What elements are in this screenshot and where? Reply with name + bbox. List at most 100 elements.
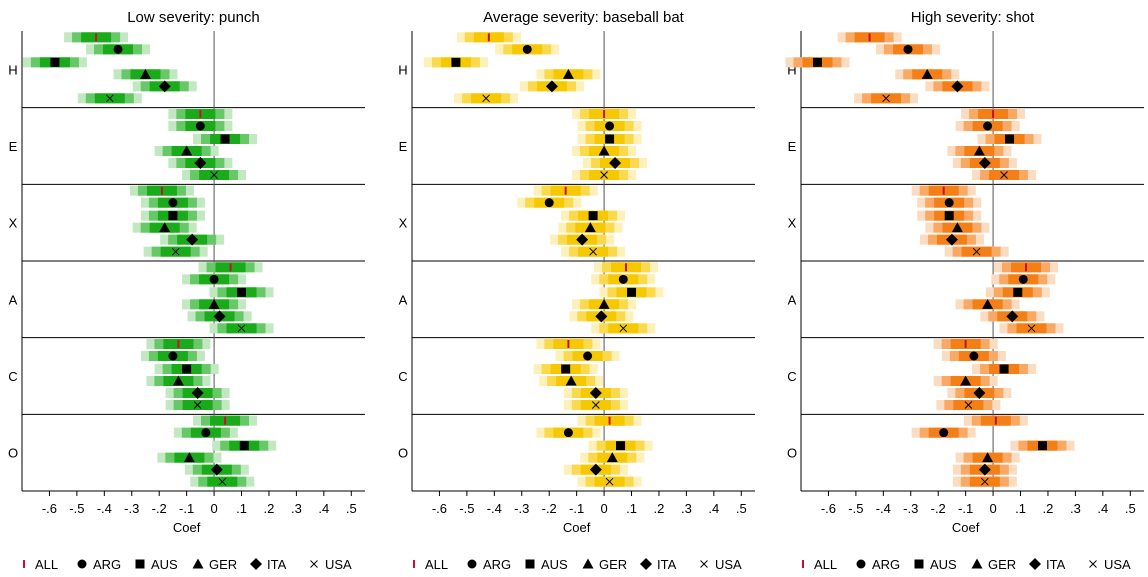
row-label-E: E — [399, 139, 408, 154]
marker-usa-stroke — [1089, 560, 1097, 568]
marker-usa-stroke — [310, 560, 318, 568]
marker-usa — [605, 477, 614, 486]
marker-ger — [172, 375, 184, 386]
marker-aus — [237, 287, 247, 297]
legend-item-usa: USA — [1089, 557, 1131, 572]
legend-label: USA — [1104, 557, 1131, 572]
x-tick-label: -.6 — [821, 501, 836, 516]
marker-usa-stroke — [980, 477, 989, 486]
marker-arg — [903, 44, 913, 54]
x-tick-label: -.2 — [152, 501, 167, 516]
x-tick-label: .1 — [626, 501, 637, 516]
marker-usa — [980, 477, 989, 486]
row-label-H: H — [787, 62, 796, 77]
marker-ita — [576, 233, 589, 246]
marker-ger — [159, 222, 171, 233]
legend-label: ARG — [872, 557, 900, 572]
legend-item-ger: GER — [971, 557, 1016, 572]
x-tick-label: -.1 — [958, 501, 973, 516]
marker-usa-stroke — [193, 401, 202, 409]
marker-usa — [310, 560, 318, 568]
marker-ita — [951, 80, 964, 93]
row-label-H: H — [8, 62, 17, 77]
marker-ger — [208, 298, 220, 309]
row-label-E: E — [9, 139, 18, 154]
row-label-A: A — [399, 292, 408, 307]
marker-usa — [1089, 560, 1097, 568]
x-tick-label: -.6 — [42, 501, 57, 516]
marker-aus — [605, 134, 615, 144]
x-tick-label: -.6 — [432, 501, 447, 516]
legend-label: ITA — [657, 557, 677, 572]
legend-item-aus: AUS — [914, 557, 957, 572]
row-label-X: X — [788, 216, 797, 231]
legend-label: ARG — [483, 557, 511, 572]
marker-ita — [186, 233, 199, 246]
legend-item-ita: ITA — [640, 557, 677, 572]
row-label-X: X — [399, 216, 408, 231]
marker-arg — [983, 121, 993, 131]
marker-arg — [856, 559, 866, 569]
marker-ita — [978, 157, 991, 169]
marker-usa-stroke — [171, 247, 180, 256]
marker-ita — [589, 463, 602, 476]
marker-usa-stroke — [210, 171, 218, 179]
marker-ger — [598, 145, 610, 156]
marker-arg — [209, 274, 219, 284]
marker-ger — [582, 558, 594, 569]
marker-ger — [183, 452, 195, 463]
marker-arg — [618, 274, 628, 284]
x-tick-label: 0 — [989, 501, 996, 516]
legend-item-aus: AUS — [525, 557, 568, 572]
x-axis-label: Coef — [173, 520, 201, 535]
marker-usa-stroke — [1000, 171, 1008, 179]
marker-ita — [609, 157, 622, 169]
legend-item-ita: ITA — [1029, 557, 1066, 572]
marker-usa — [218, 477, 227, 486]
marker-usa — [619, 324, 628, 333]
marker-aus — [944, 211, 954, 221]
marker-arg — [1018, 274, 1028, 284]
legend-item-ger: GER — [192, 557, 237, 572]
x-axis-label: Coef — [563, 520, 591, 535]
marker-usa — [1027, 324, 1036, 333]
marker-aus — [135, 559, 145, 569]
marker-usa-stroke — [605, 477, 614, 486]
x-tick-label: 0 — [210, 501, 217, 516]
marker-arg — [969, 351, 979, 361]
marker-aus — [239, 441, 249, 451]
marker-aus — [168, 211, 178, 221]
marker-arg — [168, 198, 178, 208]
marker-usa — [237, 324, 246, 333]
legend-item-all: ALL — [802, 557, 837, 572]
marker-usa-stroke — [972, 247, 981, 256]
marker-aus — [220, 134, 230, 144]
x-tick-label: -.3 — [514, 501, 529, 516]
marker-arg — [77, 559, 87, 569]
marker-ita — [194, 157, 207, 169]
row-label-C: C — [8, 369, 17, 384]
legend-item-arg: ARG — [467, 557, 511, 572]
marker-usa-stroke — [482, 94, 490, 103]
legend-item-usa: USA — [700, 557, 742, 572]
marker-ita — [1006, 310, 1019, 323]
legend-label: ITA — [267, 557, 287, 572]
legend: ALL ARG AUS GER ITA USA — [802, 557, 1131, 572]
marker-usa — [105, 94, 114, 103]
row-label-A: A — [788, 292, 797, 307]
marker-ita — [213, 310, 226, 323]
panel-title: High severity: shot — [911, 9, 1035, 26]
marker-usa — [171, 247, 180, 256]
x-tick-label: -.3 — [124, 501, 139, 516]
x-tick-label: .2 — [654, 501, 665, 516]
x-tick-label: .4 — [1097, 501, 1108, 516]
x-tick-label: .4 — [708, 501, 719, 516]
marker-ita — [589, 387, 602, 399]
marker-ita — [945, 233, 958, 246]
marker-usa — [591, 401, 600, 409]
marker-usa — [1000, 171, 1008, 179]
marker-ita — [250, 558, 262, 570]
marker-usa — [193, 401, 202, 409]
legend-label: USA — [715, 557, 742, 572]
x-tick-label: .5 — [736, 501, 747, 516]
